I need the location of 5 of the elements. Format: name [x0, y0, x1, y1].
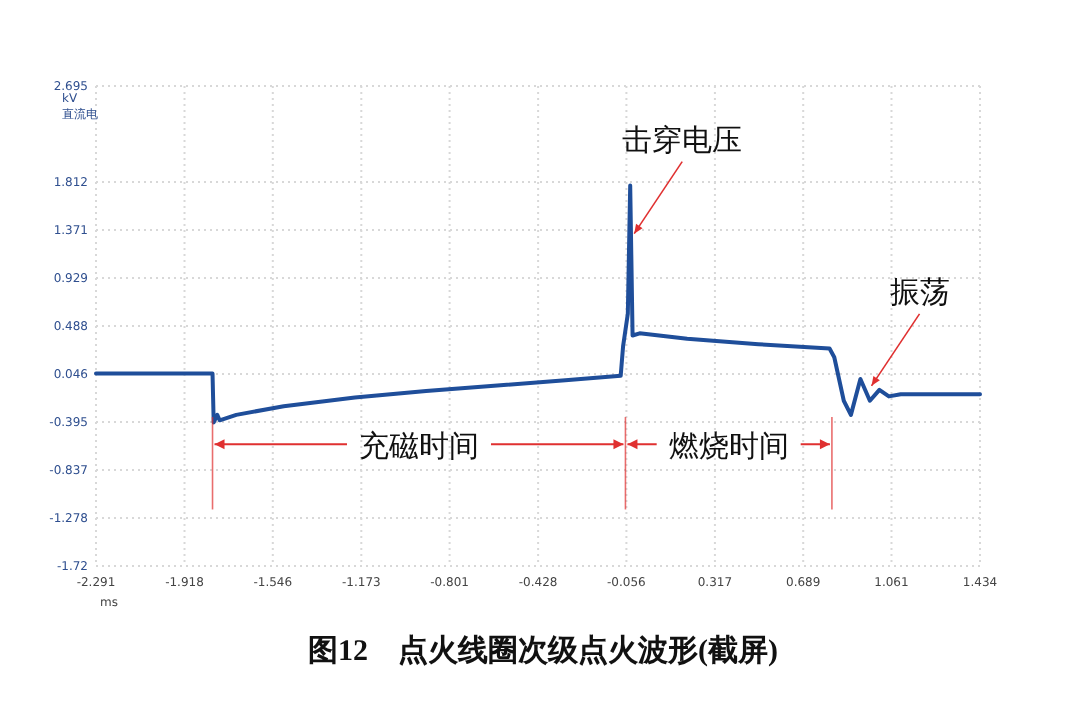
annotation: 击穿电压 [622, 123, 743, 158]
annotation: 燃烧时间 [668, 430, 789, 465]
annotation: 振荡 [889, 275, 950, 310]
text: 图12 点火线圈次级点火波形(截屏) [308, 634, 778, 668]
annotation: 充磁时间 [358, 430, 479, 465]
